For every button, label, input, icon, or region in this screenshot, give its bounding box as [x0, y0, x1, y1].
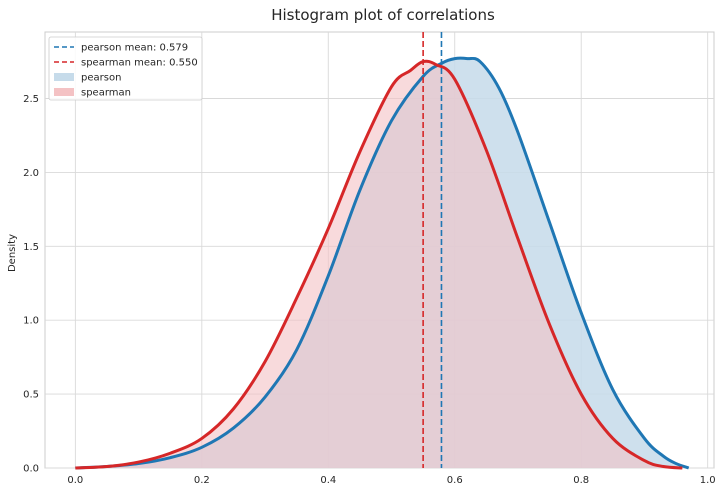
y-tick-label: 2.5: [23, 94, 39, 105]
chart-title: Histogram plot of correlations: [271, 6, 495, 24]
x-tick-label: 0.0: [67, 475, 83, 486]
y-tick-label: 2.0: [23, 168, 39, 179]
legend: pearson mean: 0.579 spearman mean: 0.550 p…: [48, 36, 203, 101]
spearman-density-curve: [75, 59, 683, 470]
y-tick-label: 0.5: [23, 390, 39, 401]
legend-label: spearman: [81, 88, 131, 99]
y-tick-label: 1.0: [23, 316, 39, 327]
x-tick-label: 0.2: [194, 475, 210, 486]
x-tick-label: 1.0: [700, 475, 716, 486]
x-tick-label: 0.8: [573, 475, 589, 486]
legend-label: spearman mean: 0.550: [81, 58, 198, 69]
legend-patch-swatch: [54, 73, 74, 81]
legend-box: [48, 36, 203, 101]
legend-patch-swatch: [54, 88, 74, 96]
legend-label: pearson: [81, 73, 121, 84]
legend-label: pearson mean: 0.579: [81, 43, 188, 54]
x-tick-label: 0.6: [447, 475, 463, 486]
y-tick-label: 0.0: [23, 464, 39, 475]
x-tick-label: 0.4: [320, 475, 336, 486]
y-tick-label: 1.5: [23, 242, 39, 253]
plot-area: 0.0 0.2 0.4 0.6 0.8 1.0 0.0 0.5 1.0 1.5 2.0 2.5: [23, 31, 716, 486]
spearman-density-fill: [75, 61, 683, 468]
y-axis-label: Density: [7, 234, 18, 272]
